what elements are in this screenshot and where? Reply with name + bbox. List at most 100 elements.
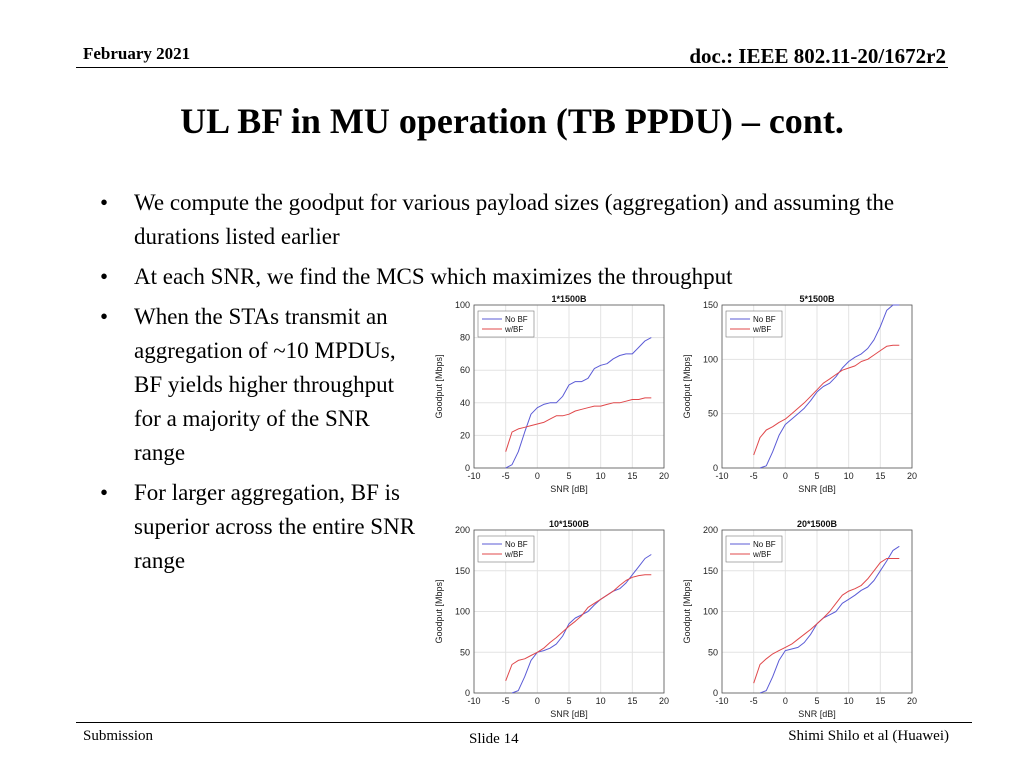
chart-title: 10*1500B <box>549 519 590 529</box>
x-tick-label: 15 <box>627 696 637 706</box>
series-line-no-bf <box>505 337 652 469</box>
x-axis-label: SNR [dB] <box>550 484 588 494</box>
chart-svg: -10 -5 0 5 10 15 20 0 50 100 150 5*1500B SNR [dB] Goo… <box>682 294 917 494</box>
x-tick-label: 20 <box>907 471 917 481</box>
chart-10x1500b: -10 -5 0 5 10 15 20 0 50 100 150 200 10*1500B SNR [dB… <box>428 518 692 728</box>
y-axis-label: Goodput [Mbps] <box>434 579 444 643</box>
legend-box <box>477 535 535 563</box>
x-tick-label: 15 <box>875 696 885 706</box>
series-line-no-bf <box>759 545 900 694</box>
chart-title: 1*1500B <box>551 294 587 304</box>
x-tick-label: 10 <box>844 471 854 481</box>
x-tick-label: 0 <box>535 696 540 706</box>
x-tick-label: -10 <box>715 471 728 481</box>
y-tick-label: 0 <box>465 463 470 473</box>
x-tick-label: 0 <box>535 471 540 481</box>
chart-5x1500b: -10 -5 0 5 10 15 20 0 50 100 150 5*1500B SNR [dB] Goo… <box>676 293 940 503</box>
y-axis-label: Goodput [Mbps] <box>434 354 444 418</box>
legend-box <box>477 310 535 338</box>
footer-divider <box>76 722 972 723</box>
chart-title: 5*1500B <box>799 294 835 304</box>
x-tick-label: 5 <box>566 696 571 706</box>
x-tick-label: 15 <box>875 471 885 481</box>
x-tick-label: 20 <box>659 471 669 481</box>
slide-number: Slide 14 <box>469 731 519 747</box>
y-tick-label: 200 <box>703 525 718 535</box>
y-tick-label: 50 <box>460 647 470 657</box>
x-tick-label: -5 <box>750 696 758 706</box>
y-tick-label: 100 <box>703 354 718 364</box>
y-tick-label: 100 <box>455 300 470 310</box>
header-date: February 2021 <box>83 44 191 63</box>
y-tick-label: 100 <box>455 607 470 617</box>
chart-title: 20*1500B <box>797 519 838 529</box>
x-tick-label: 5 <box>814 696 819 706</box>
x-tick-label: -5 <box>502 471 510 481</box>
x-tick-label: -5 <box>502 696 510 706</box>
legend-label: w/BF <box>504 550 523 559</box>
bullet-item: At each SNR, we find the MCS which maxim… <box>100 260 900 294</box>
chart-1x1500b: -10 -5 0 5 10 15 20 0 20 40 60 80 100 1*1500B SNR [dB]… <box>428 293 692 503</box>
chart-svg: -10 -5 0 5 10 15 20 0 20 40 60 80 100 1*1500B SNR [dB]… <box>434 294 669 494</box>
series-line-w-bf <box>753 344 900 456</box>
x-tick-label: 10 <box>596 696 606 706</box>
y-tick-label: 50 <box>708 647 718 657</box>
y-axis-label: Goodput [Mbps] <box>682 579 692 643</box>
x-tick-label: 10 <box>844 696 854 706</box>
y-tick-label: 0 <box>713 463 718 473</box>
x-tick-label: 10 <box>596 471 606 481</box>
bullet-item: For larger aggregation, BF is superior a… <box>100 476 424 578</box>
footer-authors: Shimi Shilo et al (Huawei) <box>788 728 949 744</box>
x-tick-label: 0 <box>783 696 788 706</box>
y-tick-label: 200 <box>455 525 470 535</box>
y-tick-label: 20 <box>460 430 470 440</box>
legend-box <box>725 310 783 338</box>
series-line-w-bf <box>505 397 652 452</box>
series-line-w-bf <box>753 558 900 684</box>
legend-label: w/BF <box>504 325 523 334</box>
y-tick-label: 100 <box>703 607 718 617</box>
x-axis-label: SNR [dB] <box>550 709 588 719</box>
x-axis-label: SNR [dB] <box>798 709 836 719</box>
legend-label: No BF <box>753 315 776 324</box>
axes-box <box>721 304 913 469</box>
y-axis-label: Goodput [Mbps] <box>682 354 692 418</box>
header-divider <box>76 67 948 68</box>
legend-label: w/BF <box>752 550 771 559</box>
chart-20x1500b: -10 -5 0 5 10 15 20 0 50 100 150 200 20*1500B SNR [dB… <box>676 518 940 728</box>
x-tick-label: -10 <box>467 471 480 481</box>
legend-box <box>725 535 783 563</box>
legend-label: No BF <box>505 315 528 324</box>
x-tick-label: -10 <box>467 696 480 706</box>
x-tick-label: -5 <box>750 471 758 481</box>
series-line-w-bf <box>505 574 652 681</box>
header-doc-id: doc.: IEEE 802.11-20/1672r2 <box>689 44 946 68</box>
series-line-no-bf <box>759 304 900 469</box>
y-tick-label: 0 <box>465 688 470 698</box>
slide-title: UL BF in MU operation (TB PPDU) – cont. <box>180 101 844 141</box>
y-tick-label: 40 <box>460 398 470 408</box>
x-tick-label: 15 <box>627 471 637 481</box>
y-tick-label: 0 <box>713 688 718 698</box>
x-tick-label: 5 <box>814 471 819 481</box>
legend-label: No BF <box>753 540 776 549</box>
x-tick-label: -10 <box>715 696 728 706</box>
y-tick-label: 150 <box>703 300 718 310</box>
footer-submission: Submission <box>83 728 154 744</box>
y-tick-label: 60 <box>460 365 470 375</box>
bullet-list: We compute the goodput for various paylo… <box>100 186 900 578</box>
y-tick-label: 150 <box>455 566 470 576</box>
y-tick-label: 150 <box>703 566 718 576</box>
x-tick-label: 20 <box>907 696 917 706</box>
y-tick-label: 50 <box>708 409 718 419</box>
bullet-item: We compute the goodput for various paylo… <box>100 186 900 254</box>
x-tick-label: 0 <box>783 471 788 481</box>
axes-box <box>473 304 665 469</box>
legend-label: No BF <box>505 540 528 549</box>
legend-label: w/BF <box>752 325 771 334</box>
x-axis-label: SNR [dB] <box>798 484 836 494</box>
axes-box <box>473 529 665 694</box>
bullet-item: When the STAs transmit an aggregation of… <box>100 300 424 470</box>
